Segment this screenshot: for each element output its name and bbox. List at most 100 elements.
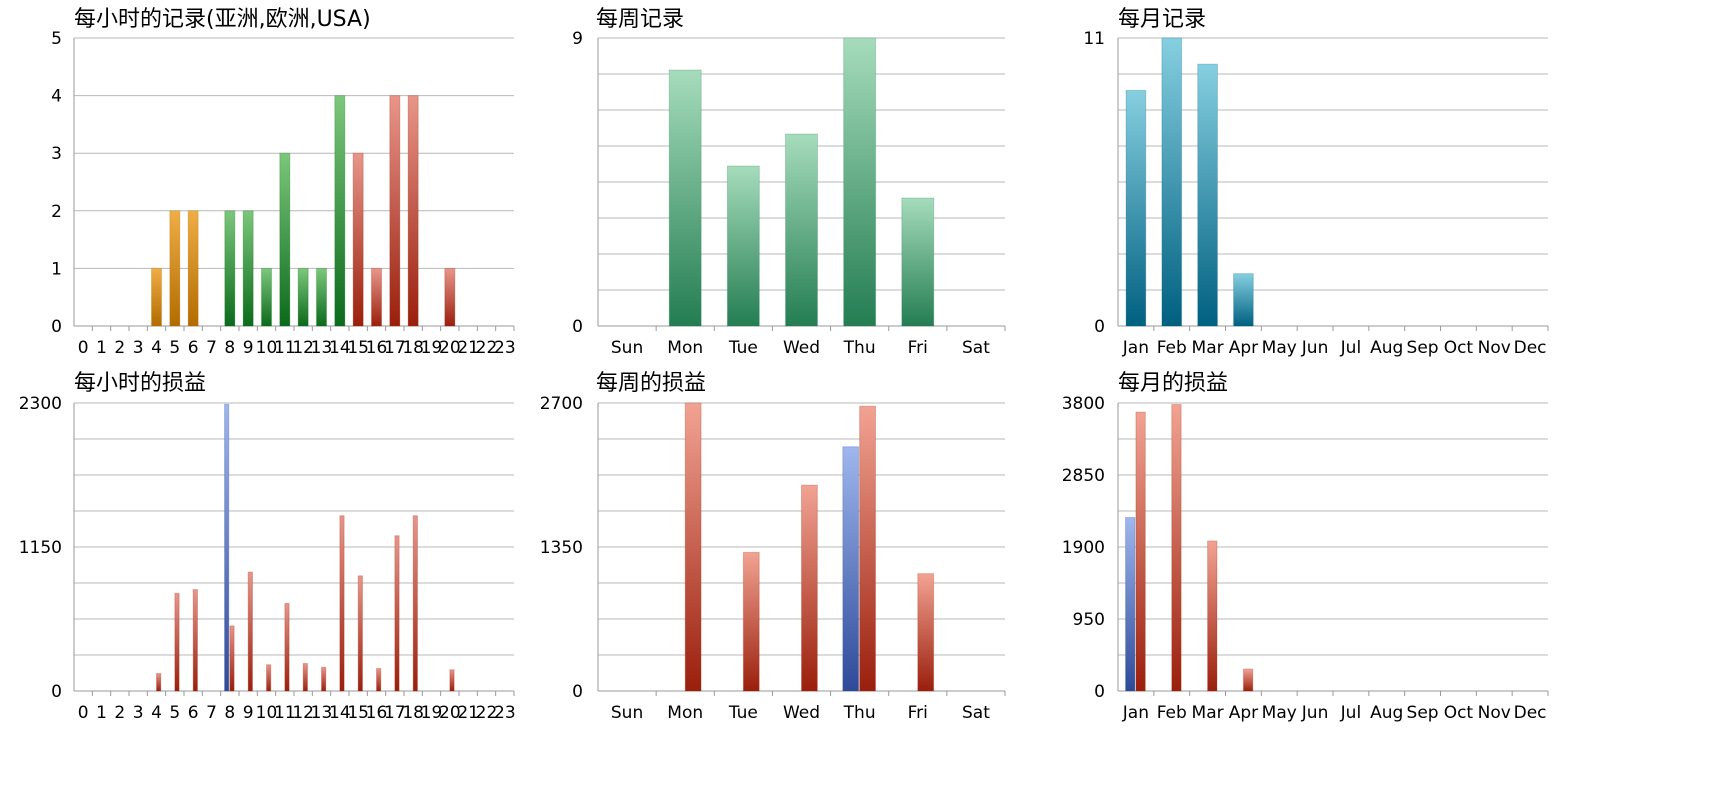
x-tick-label: 19 [421, 703, 443, 723]
x-tick-label: 23 [494, 703, 516, 723]
x-tick-label: Fri [908, 338, 928, 358]
x-tick-label: Aug [1370, 338, 1403, 358]
hourly-records-bar [407, 95, 419, 327]
y-tick-label: 1900 [1062, 538, 1105, 558]
weekly-pnl-bar [684, 402, 702, 692]
x-tick-label: 15 [347, 703, 369, 723]
x-tick-label: 12 [292, 703, 314, 723]
y-tick-label: 2 [51, 202, 62, 222]
x-tick-label: Thu [843, 703, 876, 723]
y-tick-label: 5 [51, 29, 62, 49]
x-tick-label: Dec [1514, 338, 1547, 358]
weekly-records-bar [785, 133, 818, 327]
hourly-pnl-bar [376, 667, 382, 692]
y-tick-label: 0 [51, 682, 62, 702]
hourly-pnl-bar [192, 589, 198, 692]
x-tick-label: 6 [188, 703, 199, 723]
x-tick-label: Mar [1192, 338, 1224, 358]
x-tick-label: Oct [1444, 338, 1474, 358]
x-tick-label: 5 [169, 703, 180, 723]
hourly-records-title: 每小时的记录(亚洲,欧洲,USA) [74, 7, 371, 32]
x-tick-label: Sun [611, 703, 643, 723]
hourly-records-bar [224, 210, 236, 327]
y-tick-label: 0 [572, 317, 583, 337]
hourly-records-bar [297, 267, 309, 327]
weekly-records-bar [668, 69, 702, 327]
x-tick-label: 13 [311, 338, 333, 358]
x-tick-label: 17 [384, 703, 406, 723]
x-tick-label: Apr [1229, 338, 1258, 358]
x-tick-label: 5 [169, 338, 180, 358]
x-tick-label: Sep [1407, 338, 1439, 358]
x-tick-label: Jan [1122, 703, 1149, 723]
y-tick-label: 1350 [540, 538, 583, 558]
x-tick-label: 21 [457, 338, 479, 358]
hourly-pnl-bar [357, 575, 363, 692]
hourly-records-bar [187, 210, 199, 327]
x-tick-label: Oct [1444, 703, 1474, 723]
monthly-records-chart: 每月记录 0 11 Jan Feb Mar Apr May Jun Jul Aug Sep Oct Nov… [1083, 7, 1549, 358]
weekly-records-bar [843, 37, 877, 327]
x-tick-label: 8 [224, 338, 235, 358]
y-tick-label: 0 [572, 682, 583, 702]
x-tick-label: 4 [151, 703, 162, 723]
x-tick-label: Sat [962, 703, 990, 723]
x-tick-label: May [1262, 703, 1297, 723]
hourly-records-bar [279, 152, 291, 327]
x-tick-label: Nov [1478, 703, 1511, 723]
y-tick-label: 0 [1094, 682, 1105, 702]
x-tick-label: Dec [1514, 703, 1547, 723]
hourly-records-bar [334, 95, 346, 327]
x-tick-label: 13 [311, 703, 333, 723]
x-tick-label: 11 [274, 338, 296, 358]
monthly-records-bar [1197, 63, 1218, 327]
x-tick-label: Mon [667, 338, 703, 358]
hourly-records-bar [352, 152, 364, 327]
x-tick-label: Jul [1340, 338, 1362, 358]
x-tick-label: 16 [366, 338, 388, 358]
hourly-pnl-bar [339, 515, 345, 692]
x-tick-label: Jun [1301, 703, 1329, 723]
weekly-pnl-chart: 每周的损益 0 1350 2700 Sun Mon Tue Wed Thu Fri Sat [540, 371, 1006, 723]
hourly-records-bar [370, 267, 383, 327]
hourly-records-bar [260, 267, 273, 327]
y-tick-label: 2850 [1062, 466, 1105, 486]
x-tick-label: 1 [96, 703, 107, 723]
weekly-pnl-title: 每周的损益 [596, 371, 706, 396]
x-tick-label: Wed [783, 703, 820, 723]
x-tick-label: 7 [206, 338, 217, 358]
monthly-records-title: 每月记录 [1118, 7, 1206, 32]
weekly-pnl-bar [742, 551, 760, 692]
x-tick-label: Tue [728, 338, 758, 358]
y-tick-label: 11 [1083, 29, 1105, 49]
x-tick-label: 15 [347, 338, 369, 358]
x-tick-label: 20 [439, 338, 461, 358]
hourly-pnl-bar [412, 515, 418, 692]
hourly-records-bar [444, 267, 456, 327]
x-tick-label: 16 [366, 703, 388, 723]
weekly-pnl-bar [801, 484, 818, 692]
weekly-records-title: 每周记录 [596, 7, 684, 32]
y-tick-label: 0 [51, 317, 62, 337]
x-tick-label: Fri [908, 703, 928, 723]
x-tick-label: 0 [78, 703, 89, 723]
x-tick-label: 14 [329, 338, 351, 358]
x-tick-label: Apr [1229, 703, 1258, 723]
x-tick-label: Feb [1157, 703, 1187, 723]
x-tick-label: Wed [783, 338, 820, 358]
x-tick-label: Sat [962, 338, 990, 358]
x-tick-label: 1 [96, 338, 107, 358]
hourly-pnl-bar [321, 666, 327, 692]
hourly-pnl-bar [229, 625, 235, 692]
hourly-pnl-bar [266, 664, 272, 692]
x-tick-label: Mar [1192, 703, 1224, 723]
monthly-records-bar [1233, 273, 1254, 327]
hourly-records-bar [150, 267, 163, 327]
x-tick-label: 3 [133, 703, 144, 723]
hourly-pnl-bar [394, 535, 400, 692]
x-tick-label: 12 [292, 338, 314, 358]
y-tick-label: 3800 [1062, 394, 1105, 414]
